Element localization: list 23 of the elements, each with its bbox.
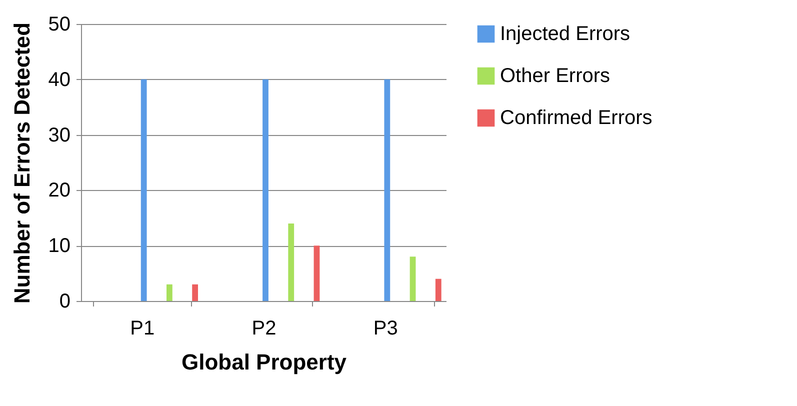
y-axis-title: Number of Errors Detected <box>9 22 34 304</box>
bar <box>314 246 320 301</box>
bar <box>288 223 294 301</box>
legend-label: Confirmed Errors <box>500 107 652 129</box>
bar <box>435 278 442 301</box>
bar <box>384 79 390 301</box>
bar <box>166 284 172 301</box>
y-tick-label: 50 <box>48 14 70 36</box>
y-tick-label: 30 <box>48 124 70 146</box>
bar <box>410 256 416 301</box>
y-tick-label: 10 <box>48 235 70 258</box>
y-tick-label: 0 <box>59 290 70 312</box>
legend-label: Other Errors <box>500 65 610 87</box>
y-tick-label: 40 <box>48 68 70 91</box>
legend-label: Injected Errors <box>500 23 630 45</box>
bar <box>140 79 147 301</box>
bar <box>262 79 268 301</box>
x-tick-label: P3 <box>373 318 398 340</box>
x-tick-label: P2 <box>252 318 276 340</box>
x-axis-title: Global Property <box>181 350 348 374</box>
bar <box>192 284 198 301</box>
y-tick-label: 20 <box>48 180 70 202</box>
x-tick-label: P1 <box>130 318 155 340</box>
